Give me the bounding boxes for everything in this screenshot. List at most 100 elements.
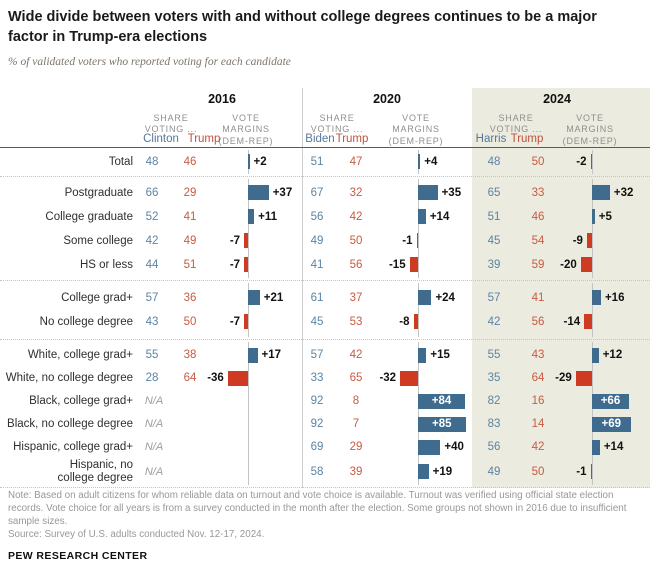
margin-bar bbox=[590, 154, 592, 169]
margin-bar bbox=[592, 185, 610, 200]
margin-bar bbox=[592, 348, 599, 363]
rep-share-value: 59 bbox=[531, 259, 545, 271]
dem-share-value: 55 bbox=[145, 349, 159, 361]
margins-header-line1: VOTE bbox=[576, 113, 604, 123]
margin-value: -20 bbox=[560, 259, 577, 271]
margin-value: -15 bbox=[388, 259, 406, 271]
dem-share-value: 57 bbox=[145, 292, 159, 304]
margin-bar bbox=[418, 154, 421, 169]
row-label: College graduate bbox=[45, 211, 133, 223]
table-row: No college degree 43 50 -7 45 53 -8 42 56 -14 bbox=[0, 310, 650, 334]
margin-bar bbox=[248, 209, 255, 224]
row-label: Hispanic, college grad+ bbox=[13, 441, 133, 453]
margin-bar bbox=[418, 348, 427, 363]
margins-header-line3: (DEM-REP) bbox=[562, 136, 618, 146]
rep-share-value: 39 bbox=[349, 466, 363, 478]
dem-share-value: 48 bbox=[145, 156, 159, 168]
rep-share-value: 43 bbox=[531, 349, 545, 361]
rep-share-value: 41 bbox=[531, 292, 545, 304]
dem-share-value: 51 bbox=[487, 211, 501, 223]
dem-share-value: 65 bbox=[487, 187, 501, 199]
year-header: 2016 bbox=[208, 92, 236, 106]
rep-share-value: 50 bbox=[349, 235, 363, 247]
margin-axis-line bbox=[592, 179, 593, 278]
rep-share-value: 56 bbox=[349, 259, 363, 271]
dem-share-value: 58 bbox=[310, 466, 324, 478]
margin-value: +69 bbox=[601, 418, 622, 430]
margin-value: -7 bbox=[229, 316, 241, 328]
margin-axis-line bbox=[592, 283, 593, 337]
dem-share-value: 45 bbox=[310, 316, 324, 328]
margin-value: +5 bbox=[598, 211, 612, 223]
na-value: N/A bbox=[144, 395, 164, 407]
margins-header-line1: VOTE bbox=[232, 113, 260, 123]
dem-candidate-label: Clinton bbox=[143, 133, 179, 145]
margin-bar bbox=[592, 290, 601, 305]
dem-share-value: 45 bbox=[487, 235, 501, 247]
footnotes: Note: Based on adult citizens for whom r… bbox=[8, 489, 645, 562]
margin-value: -7 bbox=[229, 259, 241, 271]
year-header: 2024 bbox=[543, 92, 571, 106]
margin-value: +2 bbox=[253, 156, 267, 168]
table-row: Hispanic, no college degree N/A 58 39 +19 49 5… bbox=[0, 459, 650, 485]
margin-value: +85 bbox=[432, 418, 452, 430]
margin-value: +21 bbox=[263, 292, 284, 304]
margin-bar bbox=[586, 233, 592, 248]
chart-subtitle: % of validated voters who reported votin… bbox=[8, 56, 291, 68]
margin-value: +32 bbox=[613, 187, 634, 199]
margin-bar bbox=[575, 371, 592, 386]
source-text: Source: Survey of U.S. adults conducted … bbox=[8, 529, 265, 540]
rep-share-value: 29 bbox=[349, 441, 363, 453]
margins-header-line2: MARGINS bbox=[392, 124, 440, 134]
table-row: Hispanic, college grad+ N/A 69 29 +40 56 42 +14 bbox=[0, 436, 650, 459]
margin-bar bbox=[244, 257, 248, 272]
table-row: Total 48 46 +2 51 47 +4 48 50 -2 bbox=[0, 150, 650, 174]
margin-value: -32 bbox=[379, 372, 397, 384]
margin-bar bbox=[418, 440, 441, 455]
rep-share-value: 54 bbox=[531, 235, 545, 247]
rep-share-value: 50 bbox=[531, 156, 545, 168]
table-section: White, college grad+ 55 38 +17 57 42 +15 55 43 +1… bbox=[0, 339, 650, 487]
table-bottom-rule bbox=[0, 487, 650, 488]
pew-research-center-footer: PEW RESEARCH CENTER bbox=[8, 550, 148, 562]
dem-share-value: 44 bbox=[145, 259, 159, 271]
dem-candidate-label: Biden bbox=[305, 133, 335, 145]
na-value: N/A bbox=[144, 441, 164, 453]
row-label: HS or less bbox=[79, 259, 133, 271]
row-label: Postgraduate bbox=[64, 187, 133, 199]
row-label: White, college grad+ bbox=[27, 349, 133, 361]
dem-share-value: 92 bbox=[310, 418, 324, 430]
share-header-line2: VOTING ... bbox=[144, 124, 198, 134]
rep-share-value: 14 bbox=[531, 418, 545, 430]
rep-candidate-label: Trump bbox=[335, 133, 369, 145]
rep-share-value: 65 bbox=[349, 372, 363, 384]
margin-value: -2 bbox=[576, 156, 587, 168]
note-text: Note: Based on adult citizens for whom r… bbox=[8, 490, 627, 527]
row-label: Black, no college degree bbox=[7, 418, 133, 430]
na-value: N/A bbox=[144, 466, 164, 478]
rep-share-value: 64 bbox=[531, 372, 545, 384]
margins-header-line3: (DEM-REP) bbox=[218, 136, 274, 146]
rep-share-value: 29 bbox=[183, 187, 197, 199]
dem-share-value: 49 bbox=[487, 466, 501, 478]
margin-value: +35 bbox=[441, 187, 462, 199]
margin-value: +66 bbox=[600, 395, 621, 407]
dem-share-value: 39 bbox=[487, 259, 501, 271]
year-header: 2020 bbox=[373, 92, 401, 106]
margin-value: -36 bbox=[207, 372, 224, 384]
table-row: White, no college degree 28 64 -36 33 65 -32 35… bbox=[0, 367, 650, 390]
dem-share-value: 67 bbox=[310, 187, 324, 199]
rep-share-value: 41 bbox=[183, 211, 197, 223]
margin-bar bbox=[418, 290, 432, 305]
rep-share-value: 56 bbox=[531, 316, 545, 328]
margin-value: -8 bbox=[399, 316, 410, 328]
dem-share-value: 33 bbox=[310, 372, 324, 384]
margin-bar bbox=[592, 417, 631, 432]
margin-value: +15 bbox=[430, 349, 450, 361]
table-row: White, college grad+ 55 38 +17 57 42 +15 55 43 +1… bbox=[0, 344, 650, 367]
rep-share-value: 64 bbox=[183, 372, 197, 384]
margin-bar bbox=[590, 464, 592, 479]
margin-bar bbox=[409, 257, 418, 272]
margin-bar bbox=[592, 440, 600, 455]
